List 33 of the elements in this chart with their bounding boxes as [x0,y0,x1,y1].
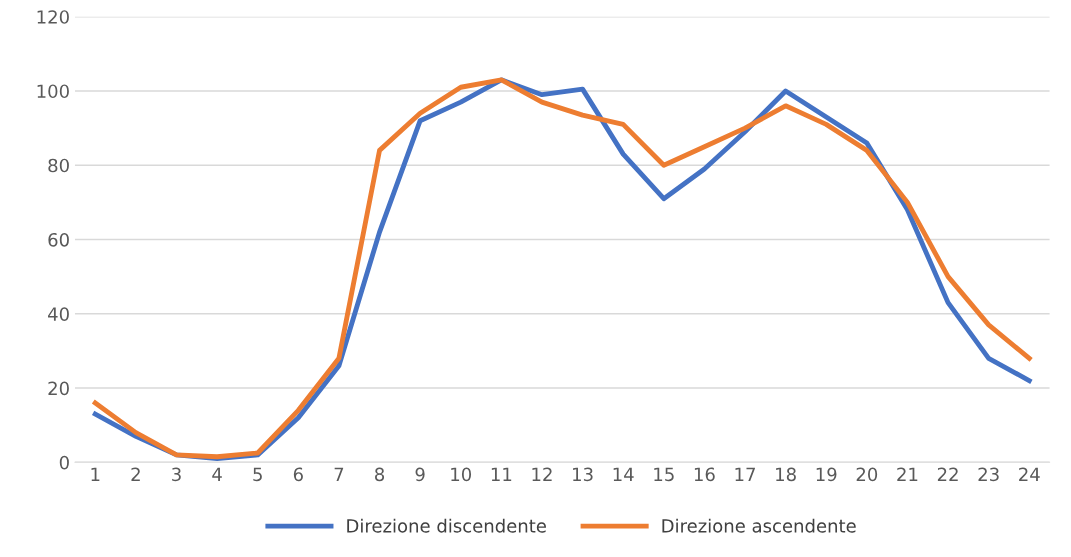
x-tick-label: 10 [451,467,472,482]
legend-label: Direzione discendente [347,518,546,533]
x-tick-label: 5 [253,467,262,482]
x-tick-label: 21 [897,467,918,481]
legend-label: Direzione ascendente [662,518,856,533]
x-tick-label: 11 [491,467,512,481]
x-tick-label: 15 [654,467,674,482]
y-tick-label: 80 [48,158,69,173]
x-tick-label: 2 [131,467,140,481]
y-tick-label: 20 [48,381,69,396]
x-tick-label: 13 [573,467,593,482]
x-tick-label: 8 [375,467,385,482]
y-tick-label: 60 [48,232,69,247]
y-tick-label: 120 [37,10,69,24]
x-tick-label: 20 [856,467,878,482]
x-tick-label: 17 [735,467,755,481]
x-tick-label: 19 [816,467,837,482]
x-tick-label: 24 [1019,467,1040,481]
x-tick-label: 22 [937,467,958,481]
x-tick-label: 6 [293,467,303,482]
y-tick-label: 40 [48,307,69,321]
y-tick-label: 0 [59,455,69,470]
x-tick-label: 4 [212,467,222,481]
x-tick-label: 1 [91,467,100,481]
x-tick-label: 16 [694,467,715,482]
x-tick-label: 12 [532,467,552,481]
x-tick-label: 14 [613,467,634,481]
x-tick-label: 3 [172,467,181,482]
x-tick-label: 18 [776,467,796,482]
y-tick-label: 100 [37,84,69,99]
x-tick-label: 23 [978,467,999,482]
x-tick-label: 9 [415,467,425,482]
x-tick-label: 7 [334,467,344,481]
